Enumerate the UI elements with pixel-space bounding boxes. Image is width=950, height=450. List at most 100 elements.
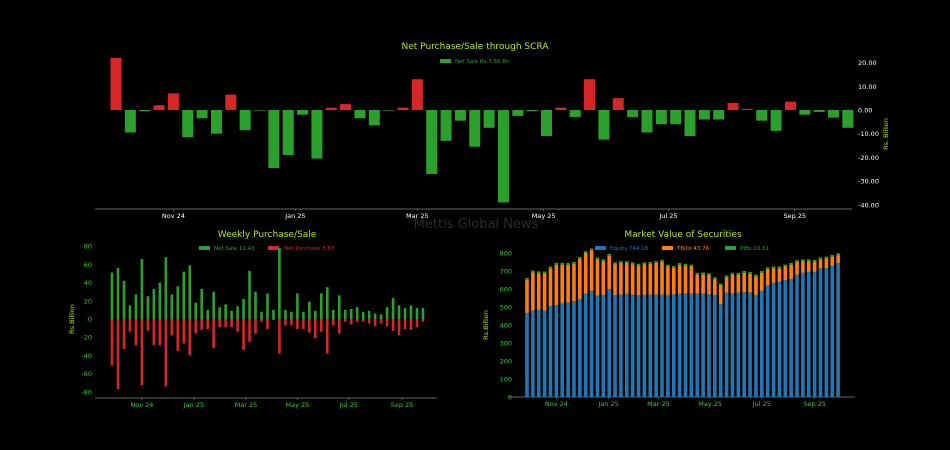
bar-net-purchase [182,319,186,344]
bar-pibs [671,265,676,268]
bar-equity [701,293,705,397]
bar-tbills [760,272,764,291]
bar-tbills [806,261,811,272]
bar-tbills [660,261,664,295]
bar-tbills [718,285,723,305]
x-tick-label: Sep 25 [783,212,806,220]
bar-net-purchase [314,319,317,339]
bar-net-sale [236,306,239,319]
bar-net-purchase [206,319,209,330]
bar-net-purchase [325,107,337,110]
bar-tbills [695,274,700,294]
legend-swatch-net-purchase [268,246,279,250]
bar-pibs [783,264,788,267]
bar-net-sale [541,110,552,137]
bar-net-sale [239,110,251,131]
bar-net-sale [260,311,263,319]
bar-net-purchase [110,319,114,366]
bar-net-sale [497,110,509,203]
bar-equity [542,310,547,397]
bar-net-purchase [421,319,425,322]
bar-tbills [707,274,711,295]
x-tick-label: Jan 25 [183,401,204,409]
bar-net-sale [268,110,280,169]
bar-net-sale [170,294,174,319]
bar-net-sale [756,110,768,121]
bar-net-sale [526,110,538,112]
chart-title: Net Purchase/Sale through SCRA [402,42,550,52]
bar-equity [624,293,629,397]
bar-net-sale [813,110,825,112]
bar-net-purchase [176,319,180,351]
bar-net-sale [355,307,359,319]
bar-pibs [801,259,805,262]
y-tick-label: 10.00 [858,83,877,91]
bar-equity [724,292,729,397]
bar-equity [713,295,717,397]
y-tick-label: 600 [500,286,512,294]
bar-tbills [812,261,817,272]
bar-net-purchase [409,319,413,330]
bar-net-sale [242,298,245,319]
bar-net-sale [308,301,311,319]
bar-net-purchase [284,319,287,326]
bar-tbills [536,273,541,310]
y-tick-label: -20 [81,334,92,342]
bar-pibs [812,259,817,262]
bar-pibs [607,253,611,256]
bar-equity [777,281,782,397]
bar-net-purchase [325,319,329,354]
bar-tbills [783,266,788,280]
bar-net-purchase [200,319,203,330]
y-tick-label: -80 [81,388,92,396]
bar-net-purchase [146,319,150,331]
bar-pibs [560,262,565,265]
x-tick-label: Sep 25 [391,401,414,409]
bar-net-sale [373,313,377,319]
bar-pibs [642,262,647,265]
bar-tbills [824,258,829,269]
x-tick-label: Nov 24 [545,400,568,408]
bar-net-sale [139,110,151,112]
bar-net-sale [454,110,466,121]
bar-pibs [666,264,670,267]
bar-pibs [525,278,529,280]
bar-net-sale [282,110,294,156]
bar-net-sale [379,314,383,319]
y-tick-label: 400 [500,322,512,330]
legend-swatch-equity [595,246,606,250]
bar-pibs [789,262,793,265]
y-tick-label: 80 [84,243,92,251]
legend-net-sale: Net Sale 11.43 [214,246,255,252]
bar-net-purchase [411,79,423,110]
bar-tbills [777,268,782,282]
bar-net-purchase [367,319,371,324]
bar-pibs [531,270,535,273]
bar-net-sale [200,288,203,319]
y-tick-label: 100 [500,376,512,384]
watermark: Mettis Global News [414,217,539,232]
bar-net-sale [368,110,380,126]
y-tick-label: -20.00 [858,154,879,162]
y-tick-label: 20 [84,297,92,305]
legend-swatch-net-sale [440,59,451,63]
bar-pibs [713,277,717,280]
bar-net-sale [266,293,269,319]
bar-net-purchase [224,319,227,328]
bar-pibs [736,272,741,275]
bar-pibs [636,263,641,266]
bar-pibs [754,274,758,277]
bar-net-sale [134,294,138,319]
bar-pibs [542,271,547,274]
bar-tbills [624,262,629,294]
bar-net-purchase [415,319,419,328]
bar-net-sale [224,304,227,319]
bar-equity [695,293,700,397]
bar-net-sale [278,248,281,319]
bar-pibs [795,260,799,262]
bar-pibs [718,283,723,286]
bar-equity [648,294,653,397]
bar-net-sale [302,311,305,319]
bar-net-sale [124,110,136,133]
bar-net-purchase [320,319,323,332]
